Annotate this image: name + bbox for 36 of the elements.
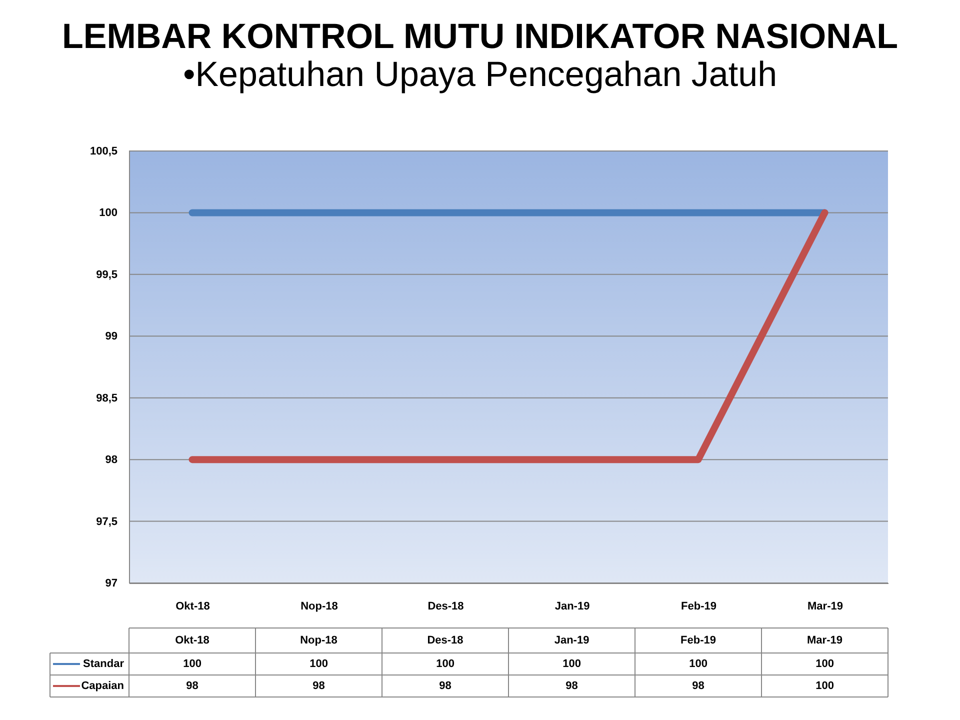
data-label: 100	[562, 658, 581, 670]
category-label: Mar-19	[807, 634, 842, 646]
data-label: 100	[816, 658, 834, 670]
y-tick-label: 99	[105, 330, 118, 343]
data-label: 98	[692, 680, 704, 692]
x-tick-label: Jan-19	[554, 600, 590, 612]
data-label: 98	[439, 680, 452, 692]
chart-title: LEMBAR KONTROL MUTU INDIKATOR NASIONAL	[62, 17, 898, 56]
y-tick-label: 100,5	[90, 146, 118, 158]
x-tick-label: Mar-19	[808, 600, 843, 612]
y-tick-label: 98	[105, 454, 118, 466]
data-label: 100	[816, 680, 834, 692]
chart-subtitle: •Kepatuhan Upaya Pencegahan Jatuh	[182, 55, 778, 94]
data-label: 100	[436, 658, 454, 670]
y-tick-label: 99,5	[96, 268, 118, 281]
legend-label: Standar	[83, 658, 125, 670]
category-label: Des-18	[427, 634, 464, 646]
y-tick-label: 97,5	[96, 516, 118, 528]
x-tick-label: Feb-19	[681, 600, 716, 612]
data-label: 98	[312, 680, 325, 692]
data-label: 98	[186, 680, 198, 692]
x-tick-label: Nop-18	[300, 600, 338, 612]
category-label: Feb-19	[680, 634, 716, 646]
x-tick-label: Okt-18	[176, 600, 210, 612]
legend-label: Capaian	[81, 680, 124, 692]
category-label: Okt-18	[175, 634, 210, 646]
data-label: 100	[689, 658, 708, 670]
category-label: Jan-19	[554, 634, 590, 646]
y-tick-label: 100	[99, 207, 118, 220]
category-label: Nop-18	[300, 634, 338, 646]
x-tick-label: Des-18	[428, 600, 464, 612]
y-tick-label: 98,5	[96, 392, 118, 404]
y-tick-label: 97	[105, 578, 118, 590]
data-label: 98	[566, 680, 578, 692]
data-label: 100	[183, 658, 202, 670]
data-label: 100	[310, 658, 328, 670]
